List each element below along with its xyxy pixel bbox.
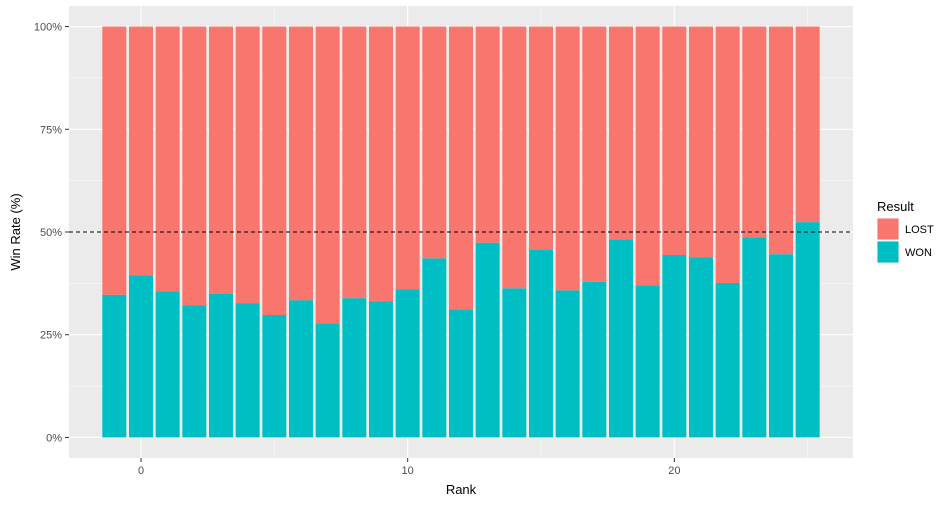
bar-lost	[422, 26, 447, 259]
bar-won	[209, 293, 233, 438]
bar-lost	[395, 26, 420, 290]
y-tick-label: 75%	[40, 124, 62, 136]
bar-lost	[689, 26, 713, 258]
bar-lost	[742, 26, 767, 238]
bars	[102, 26, 820, 438]
x-tick-label: 20	[668, 465, 680, 477]
bar-lost	[315, 26, 340, 324]
legend-label-lost: LOST	[905, 224, 934, 236]
bar-won	[475, 242, 500, 438]
x-tick-label: 0	[138, 465, 144, 477]
bar-won	[155, 291, 180, 438]
bar-won	[582, 281, 607, 438]
bar-won	[235, 303, 260, 438]
bar-won	[769, 254, 793, 438]
bar-lost	[715, 26, 740, 283]
bar-lost	[795, 26, 820, 223]
y-tick-label: 25%	[40, 330, 62, 342]
bar-lost	[662, 26, 687, 256]
bar-won	[289, 300, 313, 438]
bar-won	[662, 255, 687, 438]
legend: Result LOST WON	[877, 199, 934, 263]
y-axis-title: Win Rate (%)	[8, 193, 23, 270]
bar-won	[262, 315, 287, 438]
bar-won	[102, 294, 127, 438]
bar-lost	[529, 26, 553, 250]
legend-label-won: WON	[905, 247, 932, 259]
bar-lost	[609, 26, 633, 240]
bar-lost	[502, 26, 527, 289]
bar-lost	[475, 26, 500, 243]
bar-won	[635, 285, 660, 438]
bar-won	[715, 282, 740, 438]
bar-lost	[262, 26, 287, 316]
bar-won	[502, 288, 527, 438]
bar-lost	[155, 26, 180, 292]
legend-key-won	[877, 241, 899, 263]
bar-won	[342, 298, 367, 438]
bar-won	[689, 257, 713, 438]
bar-lost	[289, 26, 313, 301]
bar-won	[609, 239, 633, 438]
bar-lost	[182, 26, 207, 306]
bar-won	[182, 305, 207, 438]
y-axis: 0% 25% 50% 75% 100%	[34, 22, 69, 444]
bar-won	[395, 289, 420, 438]
bar-won	[422, 258, 447, 438]
bar-lost	[209, 26, 233, 294]
y-tick-label: 100%	[34, 22, 62, 34]
bar-won	[742, 237, 767, 438]
bar-won	[795, 222, 820, 438]
bar-lost	[235, 26, 260, 304]
bar-lost	[102, 26, 127, 295]
bar-lost	[635, 26, 660, 286]
bar-won	[555, 290, 580, 438]
x-tick-label: 10	[402, 465, 414, 477]
bar-lost	[369, 26, 393, 302]
legend-key-lost	[877, 218, 899, 240]
bar-lost	[555, 26, 580, 291]
bar-lost	[582, 26, 607, 282]
bar-lost	[342, 26, 367, 299]
y-tick-label: 0%	[46, 432, 62, 444]
bar-won	[315, 323, 340, 438]
legend-title: Result	[877, 199, 914, 214]
bar-won	[529, 249, 553, 438]
y-tick-label: 50%	[40, 227, 62, 239]
bar-won	[129, 275, 153, 438]
bar-lost	[449, 26, 473, 310]
bar-lost	[769, 26, 793, 255]
x-axis-title: Rank	[446, 482, 477, 497]
bar-won	[449, 309, 473, 438]
x-axis: 0 10 20	[138, 458, 680, 477]
bar-lost	[129, 26, 153, 276]
bar-won	[369, 301, 393, 438]
